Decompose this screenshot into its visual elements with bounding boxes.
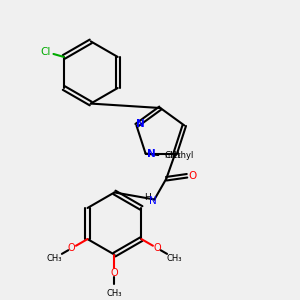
Text: N: N <box>146 148 155 159</box>
Text: CH₃: CH₃ <box>167 254 182 263</box>
Text: Cl: Cl <box>40 47 51 58</box>
Text: O: O <box>68 243 75 254</box>
Text: CH₃: CH₃ <box>46 254 62 263</box>
Text: N: N <box>136 119 144 129</box>
Text: methyl: methyl <box>164 151 194 160</box>
Text: O: O <box>188 171 196 181</box>
Text: N: N <box>149 196 157 206</box>
Text: H: H <box>145 194 151 202</box>
Text: CH₃: CH₃ <box>107 289 122 298</box>
Text: O: O <box>154 243 161 254</box>
Text: CH₃: CH₃ <box>165 151 182 160</box>
Text: O: O <box>111 268 118 278</box>
